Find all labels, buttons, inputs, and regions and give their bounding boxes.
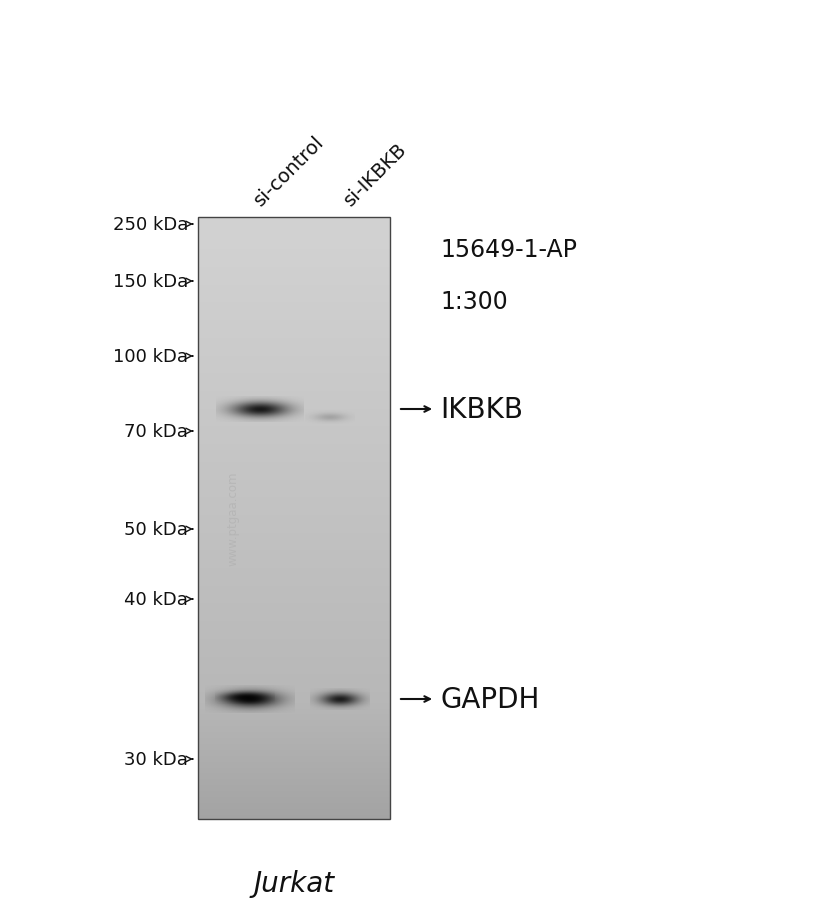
Text: 150 kDa: 150 kDa xyxy=(112,272,188,290)
Text: 40 kDa: 40 kDa xyxy=(124,590,188,608)
Text: 70 kDa: 70 kDa xyxy=(124,422,188,440)
Text: 30 kDa: 30 kDa xyxy=(124,750,188,769)
Text: Jurkat: Jurkat xyxy=(254,869,335,897)
Text: IKBKB: IKBKB xyxy=(440,396,523,424)
Text: GAPDH: GAPDH xyxy=(440,686,539,713)
Bar xyxy=(198,217,390,819)
Text: 250 kDa: 250 kDa xyxy=(112,216,188,234)
Text: 100 kDa: 100 kDa xyxy=(113,347,188,365)
Text: 50 kDa: 50 kDa xyxy=(124,520,188,538)
Text: www.ptgaa.com: www.ptgaa.com xyxy=(227,471,240,566)
Text: si-IKBKB: si-IKBKB xyxy=(340,140,410,210)
Text: si-control: si-control xyxy=(250,133,328,210)
Text: 15649-1-AP: 15649-1-AP xyxy=(440,238,577,262)
Text: 1:300: 1:300 xyxy=(440,290,507,314)
